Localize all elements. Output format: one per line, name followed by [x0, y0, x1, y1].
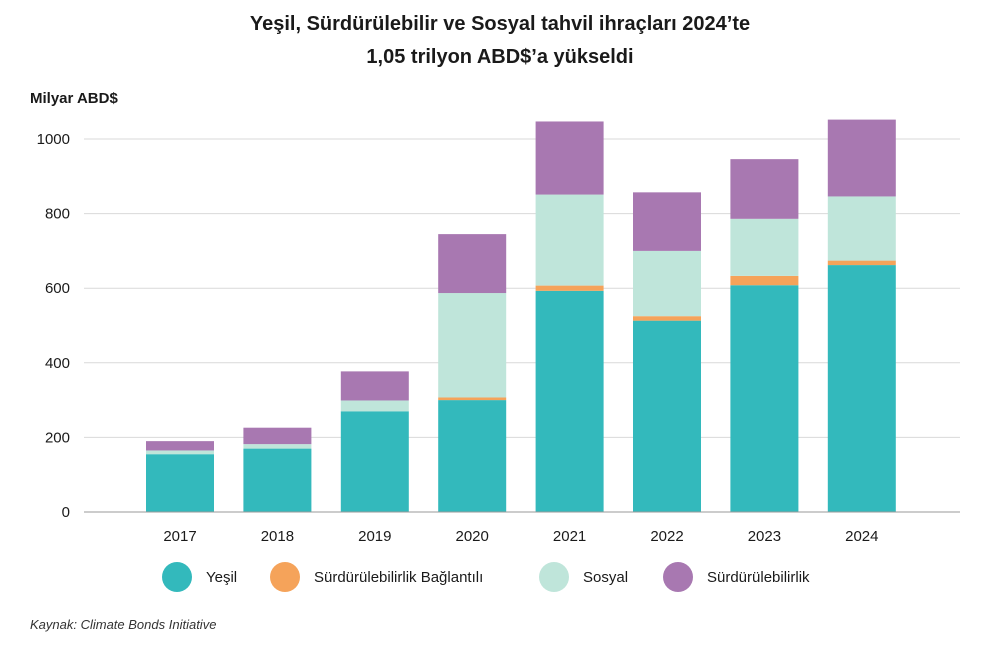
bar-2024-series-0 [827, 265, 896, 512]
bar-2024-series-2 [827, 196, 896, 261]
bar-2023-series-1 [730, 275, 799, 286]
legend-label-surdurulebilirlik-baglantili: Sürdürülebilirlik Bağlantılı [314, 568, 484, 586]
bar-2017-series-2 [146, 450, 214, 455]
legend-label-sosyal: Sosyal [583, 568, 629, 586]
legend-item-sosyal: Sosyal [539, 562, 628, 592]
legend-swatch-surdurulebilirlik-baglantili [270, 562, 300, 592]
legend-label-surdurulebilirlik: Sürdürülebilirlik [707, 568, 810, 586]
bar-2017-series-3 [146, 441, 214, 451]
x-tick-label-2023: 2023 [748, 528, 781, 545]
bar-2021-series-0 [535, 290, 604, 512]
legend-item-surdurulebilirlik-baglantili: Sürdürülebilirlik Bağlantılı [270, 562, 483, 592]
bar-2017-series-0 [146, 454, 214, 512]
bar-2018-series-2 [243, 444, 312, 449]
legend: Yeşil Sürdürülebilirlik Bağlantılı Sosya… [0, 562, 1000, 594]
y-tick-label-200: 200 [45, 429, 70, 446]
x-tick-label-2020: 2020 [456, 528, 489, 545]
y-tick-label-1000: 1000 [37, 131, 70, 148]
legend-swatch-yesil [162, 562, 192, 592]
title-line-2: 1,05 trilyon ABD$’a yükseldi [366, 46, 634, 68]
title-line-1: Yeşil, Sürdürülebilir ve Sosyal tahvil i… [249, 13, 751, 35]
legend-swatch-surdurulebilirlik [663, 562, 693, 592]
bar-2022-series-2 [633, 250, 701, 317]
source-note: Kaynak: Climate Bonds Initiative [30, 617, 217, 632]
bar-2019-series-2 [340, 400, 409, 412]
x-tick-label-2019: 2019 [358, 528, 391, 545]
x-tick-label-2018: 2018 [261, 528, 294, 545]
bar-2021-series-2 [535, 194, 604, 286]
legend-label-yesil: Yeşil [206, 568, 238, 586]
x-tick-label-2017: 2017 [163, 528, 196, 545]
y-tick-label-800: 800 [45, 206, 70, 223]
legend-item-yesil: Yeşil [162, 562, 237, 592]
bar-2020-series-1 [438, 397, 507, 401]
bar-2022-series-0 [633, 320, 701, 512]
bar-2020-series-2 [438, 293, 507, 398]
bar-2022-series-1 [633, 316, 701, 321]
bar-2024-series-1 [827, 260, 896, 266]
bar-2020-series-0 [438, 400, 507, 512]
bar-2021-series-3 [535, 121, 604, 195]
bar-2018-series-3 [243, 427, 312, 445]
bar-2023-series-3 [730, 159, 799, 219]
bar-2023-series-0 [730, 285, 799, 512]
y-axis-label: Milyar ABD$ [30, 90, 118, 107]
bar-2023-series-2 [730, 218, 799, 276]
chart-title: Yeşil, Sürdürülebilir ve Sosyal tahvil i… [0, 8, 1000, 74]
bar-2024-series-3 [827, 119, 896, 197]
bar-2018-series-0 [243, 448, 312, 512]
x-tick-label-2021: 2021 [553, 528, 586, 545]
legend-swatch-sosyal [539, 562, 569, 592]
bar-2020-series-3 [438, 234, 507, 294]
bar-2022-series-3 [633, 192, 701, 251]
y-tick-label-0: 0 [62, 504, 70, 521]
x-tick-label-2024: 2024 [845, 528, 878, 545]
x-tick-label-2022: 2022 [650, 528, 683, 545]
bar-2019-series-3 [340, 371, 409, 401]
legend-item-surdurulebilirlik: Sürdürülebilirlik [663, 562, 810, 592]
y-tick-label-600: 600 [45, 280, 70, 297]
bar-2019-series-0 [340, 411, 409, 512]
y-tick-label-400: 400 [45, 355, 70, 372]
bar-2021-series-1 [535, 285, 604, 291]
